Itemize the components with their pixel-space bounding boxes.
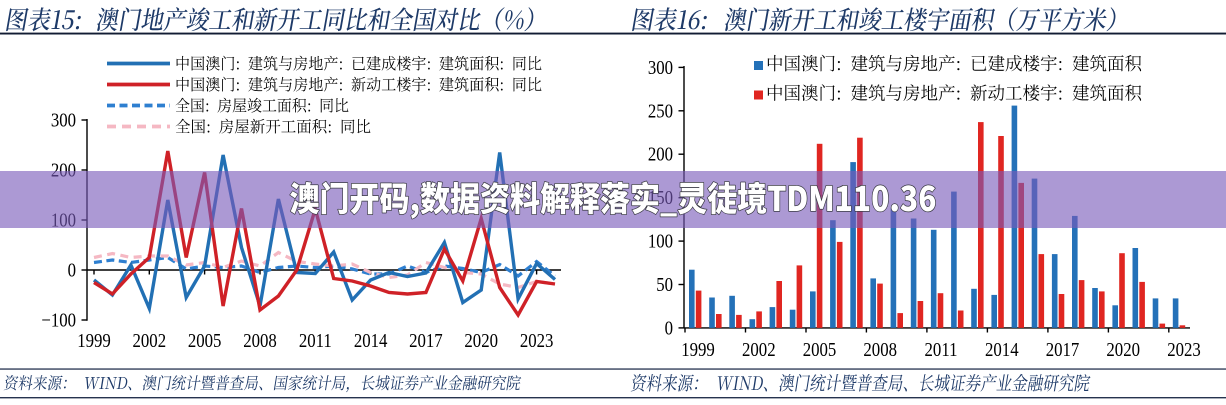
svg-text:2002: 2002 (133, 330, 167, 352)
svg-text:300: 300 (648, 57, 673, 79)
svg-text:0: 0 (68, 259, 76, 281)
svg-text:2008: 2008 (863, 339, 897, 361)
svg-text:2002: 2002 (742, 339, 776, 361)
svg-text:200: 200 (648, 143, 673, 165)
svg-text:2020: 2020 (464, 330, 498, 352)
svg-text:2023: 2023 (1167, 339, 1201, 361)
svg-text:2017: 2017 (1046, 339, 1080, 361)
svg-text:2011: 2011 (925, 339, 958, 361)
svg-text:50: 50 (656, 274, 673, 296)
svg-text:2005: 2005 (188, 330, 222, 352)
svg-text:2023: 2023 (520, 330, 554, 352)
svg-text:2005: 2005 (803, 339, 837, 361)
svg-text:2017: 2017 (409, 330, 443, 352)
svg-text:250: 250 (648, 100, 673, 122)
svg-text:300: 300 (51, 109, 76, 131)
svg-text:2014: 2014 (354, 330, 388, 352)
svg-text:1999: 1999 (681, 339, 715, 361)
svg-text:100: 100 (648, 230, 673, 252)
svg-text:2014: 2014 (985, 339, 1019, 361)
svg-text:0: 0 (665, 317, 673, 339)
svg-text:2020: 2020 (1106, 339, 1140, 361)
svg-text:−100: −100 (41, 309, 76, 331)
svg-text:2011: 2011 (299, 330, 332, 352)
svg-text:2008: 2008 (243, 330, 277, 352)
svg-text:1999: 1999 (77, 330, 111, 352)
